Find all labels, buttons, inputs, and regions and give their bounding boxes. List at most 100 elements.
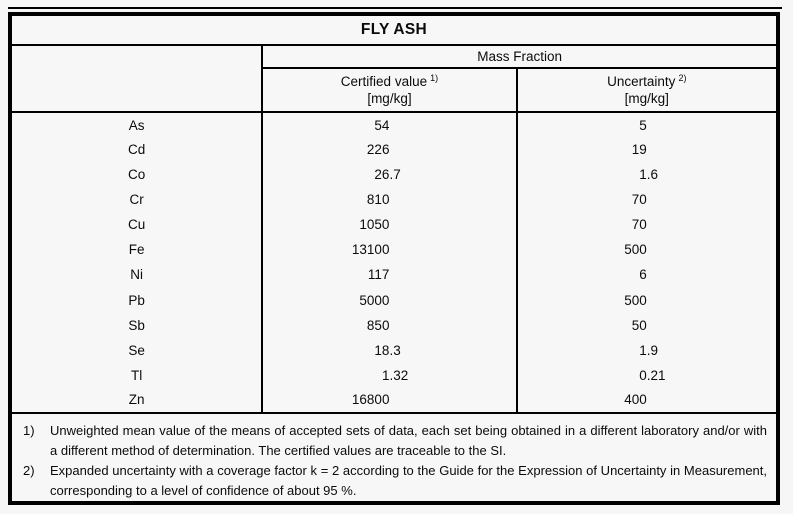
element-symbol: Cd: [128, 142, 146, 158]
uncertainty-cell: 500: [517, 288, 778, 313]
element-symbol: Cu: [128, 217, 146, 233]
certified-value-cell: 54: [262, 112, 518, 138]
uncertainty-int: 19: [631, 142, 647, 158]
certified-value-int: 54: [374, 117, 390, 133]
certified-value-cell: 26.7: [262, 162, 518, 188]
certified-value-cell: 1.32: [262, 362, 518, 388]
element-cell: As: [10, 112, 264, 138]
certified-value-footnote-ref: 1): [430, 72, 439, 83]
footnote-1: 1) Unweighted mean value of the means of…: [21, 421, 767, 461]
uncertainty-label-line: Uncertainty 2): [518, 73, 776, 90]
uncertainty-frac: .6: [646, 167, 659, 183]
table-row: Cr 810 70: [10, 187, 778, 213]
certified-value-cell: 13100: [262, 237, 518, 263]
table-row: Cd 226 19: [10, 137, 778, 163]
uncertainty-int: 500: [624, 292, 647, 308]
certified-value-cell: 5000: [262, 287, 518, 313]
table-row: Fe 13100 500: [10, 237, 778, 263]
uncertainty-int: 6: [639, 267, 647, 283]
footnote-2-text: Expanded uncertainty with a coverage fac…: [50, 462, 767, 498]
footnote-2: 2) Expanded uncertainty with a coverage …: [21, 461, 767, 501]
element-cell: Cu: [10, 212, 264, 238]
table-title: FLY ASH: [10, 14, 778, 47]
certified-value-frac: .3: [389, 342, 401, 358]
fly-ash-certificate-table: FLY ASH Mass Fraction Certified value 1) …: [8, 12, 780, 505]
element-symbol: Pb: [128, 292, 145, 308]
certified-value-cell: 226: [262, 137, 518, 163]
certified-value-int: 1050: [359, 217, 390, 233]
table-row: Cu 1050 70: [10, 212, 778, 238]
table-row: Pb 5000 500: [10, 287, 778, 313]
uncertainty-frac: .9: [646, 342, 659, 358]
certified-value-int: 850: [366, 317, 390, 333]
element-symbol: Cr: [129, 192, 144, 208]
element-symbol: As: [128, 117, 145, 133]
uncertainty-int: 0: [639, 367, 647, 383]
certified-value-cell: 117: [262, 262, 518, 288]
table-row: Zn 16800 400: [10, 387, 778, 413]
element-cell: Se: [10, 337, 264, 363]
element-symbol: Sb: [128, 317, 145, 333]
footnotes-section: 1) Unweighted mean value of the means of…: [10, 411, 778, 503]
certified-value-column-header: Certified value 1) [mg/kg]: [262, 68, 518, 114]
certified-value-cell: 810: [262, 187, 518, 213]
certified-value-frac: .32: [389, 367, 409, 383]
footnote-1-text: Unweighted mean value of the means of ac…: [50, 422, 767, 458]
table-row: Sb 850 50: [10, 312, 778, 338]
certified-value-frac: .7: [389, 167, 401, 183]
certified-value-cell: 18.3: [262, 337, 518, 363]
element-symbol: Co: [128, 167, 146, 183]
certified-value-cell: 850: [262, 312, 518, 338]
element-symbol: Zn: [128, 392, 145, 408]
uncertainty-label: Uncertainty: [607, 74, 676, 90]
table-row: Se 18.3 1.9: [10, 337, 778, 363]
footnote-1-marker: 1): [23, 422, 35, 438]
table-row: Ni 117 6: [10, 262, 778, 288]
certified-value-int: 26: [374, 167, 390, 183]
uncertainty-cell: 70: [517, 212, 778, 237]
uncertainty-int: 70: [631, 217, 647, 233]
uncertainty-cell: 6: [517, 262, 778, 287]
uncertainty-cell: 0.21: [517, 363, 778, 388]
uncertainty-int: 5: [639, 117, 647, 133]
uncertainty-footnote-ref: 2): [678, 72, 687, 83]
uncertainty-int: 500: [624, 242, 647, 258]
uncertainty-cell: 1.9: [517, 338, 778, 363]
uncertainty-frac: .21: [646, 367, 666, 383]
uncertainty-cell: 19: [517, 137, 778, 162]
uncertainty-cell: 70: [517, 187, 778, 212]
element-cell: Co: [10, 162, 264, 188]
element-symbol: Se: [128, 342, 145, 358]
table-top-rule: [8, 7, 782, 9]
uncertainty-cell: 1.6: [517, 162, 778, 187]
uncertainty-int: 1: [639, 342, 647, 358]
uncertainty-cell: 500: [517, 237, 778, 262]
column-header-row: Certified value 1) [mg/kg] Uncertainty 2) …: [10, 68, 778, 114]
certified-value-int: 226: [366, 142, 390, 158]
certified-value-int: 5000: [359, 292, 390, 308]
element-cell: Cr: [10, 187, 264, 213]
certified-value-label-line: Certified value 1): [263, 73, 515, 90]
certified-value-int: 18: [374, 342, 390, 358]
element-symbol: Fe: [128, 242, 145, 258]
uncertainty-unit: [mg/kg]: [624, 91, 669, 107]
element-cell: Fe: [10, 237, 264, 263]
uncertainty-cell: 400: [517, 388, 778, 413]
title-row: FLY ASH: [10, 14, 778, 47]
certified-value-label: Certified value: [340, 74, 428, 90]
certified-value-cell: 1050: [262, 212, 518, 238]
certified-value-int: 810: [366, 192, 390, 208]
footnote-2-marker: 2): [23, 462, 35, 478]
element-cell: Ni: [10, 262, 264, 288]
element-cell: Zn: [10, 387, 264, 413]
group-header-row: Mass Fraction: [10, 45, 778, 114]
table-row: Tl 1.32 0.21: [10, 362, 778, 388]
element-cell: Pb: [10, 287, 264, 313]
certified-value-int: 1: [381, 367, 390, 383]
uncertainty-column-header: Uncertainty 2) [mg/kg]: [516, 68, 778, 114]
element-cell: Tl: [10, 362, 264, 388]
certified-value-unit: [mg/kg]: [367, 91, 412, 107]
element-symbol: Ni: [130, 267, 144, 283]
certified-value-int: 117: [367, 267, 390, 283]
